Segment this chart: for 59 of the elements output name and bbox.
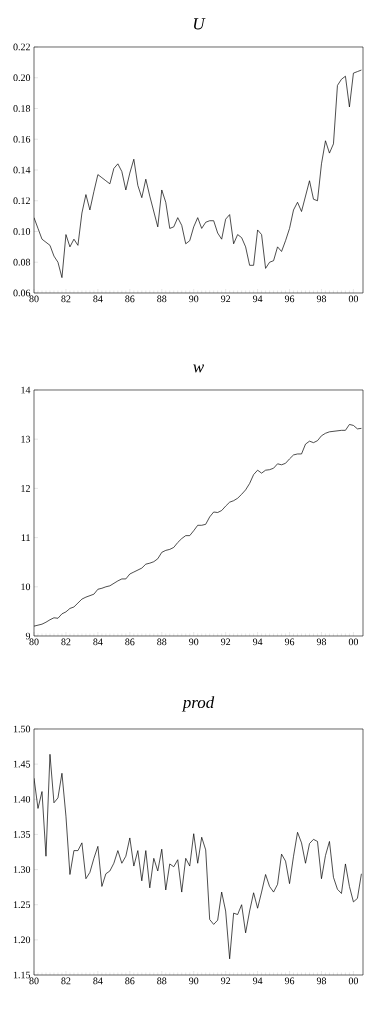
x-tick-label: 96 (284, 638, 295, 646)
x-tick-label: 92 (221, 295, 231, 303)
x-tick-label: 86 (125, 977, 135, 985)
chart-title: w (193, 364, 205, 373)
x-tick-label: 84 (93, 638, 103, 646)
y-tick-label: 0.22 (13, 43, 30, 51)
y-tick-label: 1.35 (13, 831, 31, 838)
x-tick-label: 86 (125, 295, 135, 303)
x-tick-label: 88 (157, 638, 167, 646)
x-tick-label: 88 (157, 295, 167, 303)
x-tick-label: 00 (348, 638, 359, 646)
y-tick-label: 13 (21, 435, 31, 443)
y-tick-label: 10 (21, 583, 31, 591)
x-tick-label: 90 (189, 638, 199, 646)
y-tick-label: 0.14 (13, 166, 31, 174)
y-tick-label: 1.45 (13, 760, 31, 768)
x-tick-label: 94 (252, 977, 263, 985)
x-tick-label: 80 (29, 977, 39, 985)
x-tick-label: 98 (316, 638, 327, 646)
x-tick-label: 82 (61, 638, 71, 646)
x-tick-label: 90 (189, 295, 199, 303)
x-tick-label: 80 (29, 638, 39, 646)
x-tick-label: 00 (348, 977, 359, 985)
y-tick-label: 1.30 (13, 866, 31, 873)
x-tick-label: 96 (284, 977, 295, 985)
x-tick-label: 92 (221, 977, 231, 985)
chart-title: U (193, 18, 206, 30)
x-tick-label: 94 (252, 295, 263, 303)
y-tick-label: 0.12 (13, 197, 30, 205)
y-tick-label: 0.20 (13, 74, 31, 82)
y-tick-label: 1.50 (13, 725, 31, 733)
x-tick-label: 00 (348, 295, 359, 303)
x-tick-label: 90 (189, 977, 199, 985)
x-tick-label: 92 (221, 638, 231, 646)
y-tick-label: 0.08 (13, 258, 31, 266)
x-tick-label: 98 (316, 977, 327, 985)
x-tick-label: 80 (29, 295, 39, 303)
x-tick-label: 84 (93, 977, 103, 985)
chart-title: prod (181, 696, 215, 712)
x-tick-label: 82 (61, 977, 71, 985)
x-tick-label: 96 (284, 295, 295, 303)
x-tick-label: 84 (93, 295, 103, 303)
y-tick-label: 1.40 (13, 795, 31, 803)
x-tick-label: 94 (252, 638, 263, 646)
x-tick-label: 82 (61, 295, 71, 303)
x-tick-label: 86 (125, 638, 135, 646)
x-tick-label: 88 (157, 977, 167, 985)
y-tick-label: 1.20 (13, 936, 31, 944)
y-tick-label: 12 (21, 485, 30, 492)
y-tick-label: 0.16 (13, 135, 31, 143)
y-tick-label: 9 (25, 632, 31, 640)
y-tick-label: 1.25 (13, 901, 31, 909)
y-tick-label: 1.15 (13, 971, 31, 979)
y-tick-label: 14 (21, 386, 31, 394)
y-tick-label: 0.18 (13, 105, 31, 112)
y-tick-label: 0.06 (13, 289, 31, 297)
y-tick-label: 0.10 (13, 228, 31, 235)
y-tick-label: 11 (21, 534, 30, 541)
x-tick-label: 98 (316, 295, 327, 303)
